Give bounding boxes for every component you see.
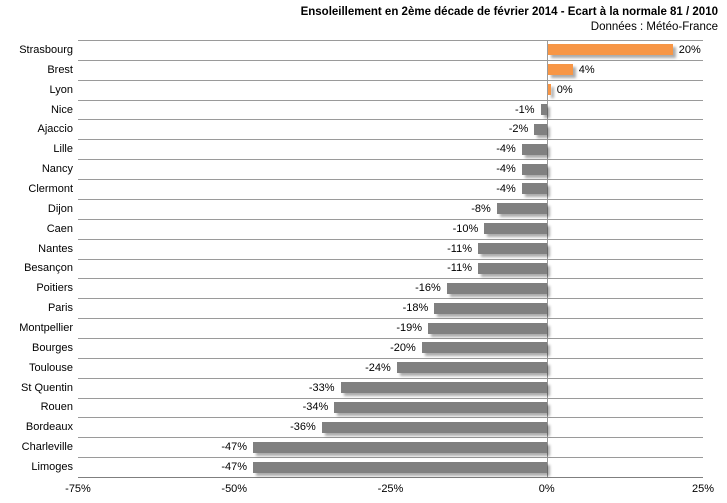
bar-lille: [521, 143, 547, 155]
gridline: [78, 218, 703, 220]
chart-title: Ensoleillement en 2ème décade de février…: [300, 6, 718, 18]
gridline: [78, 99, 703, 101]
gridline: [78, 139, 703, 141]
value-label-bourges: -20%: [390, 341, 416, 354]
category-label-charleville: Charleville: [21, 441, 73, 454]
bar-nantes: [478, 243, 547, 255]
value-label-charleville: -47%: [221, 441, 247, 454]
category-label-limoges: Limoges: [31, 461, 73, 474]
value-label-st-quentin: -33%: [308, 381, 335, 394]
value-label-bordeaux: -36%: [290, 421, 316, 434]
category-label-caen: Caen: [46, 222, 73, 235]
bar-montpellier: [428, 322, 547, 334]
gridline: [78, 417, 703, 419]
gridline: [78, 318, 703, 320]
gridline: [78, 40, 703, 41]
category-label-besan-on: Besançon: [24, 262, 73, 275]
value-label-ajaccio: -2%: [508, 123, 529, 136]
bar-besan-on: [478, 262, 547, 274]
bar-bordeaux: [321, 421, 547, 433]
value-label-nice: -1%: [514, 103, 535, 116]
category-label-ajaccio: Ajaccio: [37, 123, 73, 136]
x-tick-label-25pct: 25%: [691, 483, 715, 495]
bar-st-quentin: [340, 382, 547, 394]
gridline: [78, 457, 703, 459]
category-label-strasbourg: Strasbourg: [19, 43, 73, 56]
value-label-nancy: -4%: [496, 163, 516, 176]
bar-brest: [547, 64, 573, 76]
gridline: [78, 278, 703, 280]
category-label-st-quentin: St Quentin: [21, 381, 73, 394]
category-label-lyon: Lyon: [49, 83, 73, 96]
category-label-toulouse: Toulouse: [28, 361, 73, 374]
value-label-limoges: -47%: [221, 461, 247, 474]
gridline: [78, 337, 703, 339]
value-label-besan-on: -11%: [447, 262, 472, 275]
value-label-brest: 4%: [578, 63, 595, 76]
bar-poitiers: [446, 282, 547, 294]
gridline: [78, 79, 703, 81]
bar-strasbourg: [547, 44, 673, 56]
value-label-dijon: -8%: [471, 202, 491, 215]
category-label-rouen: Rouen: [40, 401, 73, 414]
x-tick-label-neg75pct: -75%: [65, 483, 91, 495]
category-label-nantes: Nantes: [38, 242, 73, 255]
category-label-poitiers: Poitiers: [36, 282, 73, 295]
x-tick-label-neg50pct: -50%: [221, 483, 248, 495]
value-label-lille: -4%: [496, 143, 516, 156]
bar-rouen: [334, 401, 547, 413]
gridline: [78, 377, 703, 379]
value-label-paris: -18%: [402, 302, 429, 315]
gridline: [78, 437, 703, 439]
category-label-bourges: Bourges: [32, 341, 73, 354]
x-axis-line: [78, 477, 703, 478]
category-label-paris: Paris: [47, 302, 73, 315]
value-label-toulouse: -24%: [365, 361, 391, 374]
bar-clermont: [521, 183, 547, 195]
category-label-lille: Lille: [53, 143, 73, 156]
value-label-strasbourg: 20%: [678, 43, 701, 56]
chart-header: Ensoleillement en 2ème décade de février…: [301, 5, 718, 34]
gridline: [78, 357, 703, 359]
bar-ajaccio: [534, 123, 547, 135]
value-label-montpellier: -19%: [396, 322, 422, 335]
category-label-nancy: Nancy: [41, 163, 73, 176]
bar-dijon: [496, 203, 547, 215]
value-label-caen: -10%: [452, 222, 479, 235]
value-label-lyon: 0%: [556, 83, 573, 96]
bar-caen: [484, 223, 547, 235]
gridline: [78, 59, 703, 61]
chart-subtitle: Données : Météo-France: [590, 21, 718, 33]
gridline: [78, 298, 703, 300]
bar-toulouse: [396, 362, 547, 374]
gridline: [78, 238, 703, 240]
category-label-montpellier: Montpellier: [19, 322, 73, 335]
bar-bourges: [421, 342, 547, 354]
gridline: [78, 397, 703, 399]
value-label-clermont: -4%: [496, 182, 516, 195]
category-label-nice: Nice: [50, 103, 73, 116]
x-tick-label-neg25pct: -25%: [377, 483, 404, 495]
category-label-clermont: Clermont: [28, 182, 73, 195]
bar-nice: [540, 104, 547, 116]
category-label-brest: Brest: [47, 63, 73, 76]
gridline: [78, 198, 703, 200]
gridline: [78, 159, 703, 161]
gridline: [78, 179, 703, 181]
category-label-dijon: Dijon: [47, 202, 73, 215]
bar-charleville: [253, 441, 547, 453]
bar-paris: [434, 302, 547, 314]
value-label-rouen: -34%: [302, 401, 329, 414]
gridline: [78, 258, 703, 260]
bar-limoges: [253, 461, 547, 473]
category-label-bordeaux: Bordeaux: [25, 421, 73, 434]
value-label-poitiers: -16%: [415, 282, 441, 295]
gridline: [78, 119, 703, 121]
bar-nancy: [521, 163, 547, 175]
x-tick-label-0pct: 0%: [538, 483, 555, 495]
value-label-nantes: -11%: [447, 242, 472, 255]
zero-axis-line: [546, 40, 548, 477]
bar-lyon: [547, 84, 551, 96]
